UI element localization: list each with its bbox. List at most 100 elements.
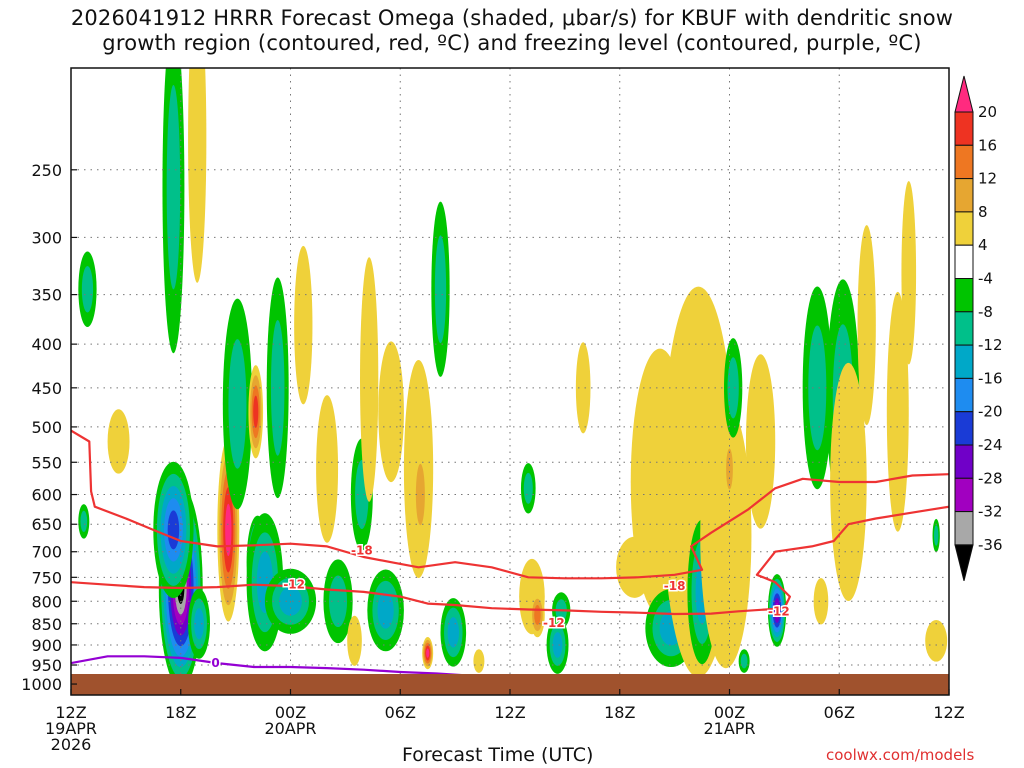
omega-cell	[925, 619, 948, 662]
y-tick-label: 950	[31, 656, 62, 675]
omega-level	[225, 503, 232, 557]
omega-level	[360, 257, 379, 502]
colorbar-segment	[954, 144, 974, 180]
omega-cell	[932, 518, 940, 553]
x-tick-label: 20APR	[264, 719, 316, 738]
contour-line	[71, 505, 949, 616]
x-tick-label: 19APR	[45, 719, 97, 738]
x-tick-label: 06Z	[385, 703, 416, 722]
omega-level	[575, 342, 591, 434]
omega-level	[700, 402, 752, 669]
omega-cell	[360, 257, 379, 502]
colorbar-label: -12	[978, 336, 1003, 354]
y-tick-label: 500	[31, 418, 62, 437]
y-tick-label: 350	[31, 286, 62, 305]
omega-level	[80, 510, 88, 533]
x-tick-label: 12Z	[933, 703, 964, 722]
y-tick-label: 700	[31, 543, 62, 562]
colorbar-segment	[954, 511, 974, 546]
omega-level	[107, 409, 130, 474]
y-tick-label: 800	[31, 592, 62, 611]
omega-level	[377, 592, 394, 629]
omega-cell	[473, 649, 485, 673]
omega-level	[378, 341, 404, 483]
omega-cell	[700, 402, 752, 669]
omega-level	[886, 291, 909, 532]
contour-layer: -12 -12 -12 -18 -18 0	[71, 429, 949, 683]
omega-cell	[266, 277, 289, 499]
omega-level	[745, 354, 776, 529]
omega-level	[294, 245, 313, 405]
credit-link[interactable]: coolwx.com/models	[826, 746, 975, 764]
colorbar-segment	[954, 244, 974, 279]
colorbar-segment	[954, 411, 974, 446]
colorbar-label: -36	[978, 536, 1003, 554]
omega-level	[447, 617, 459, 648]
contour-label: 0	[211, 656, 219, 670]
omega-level	[857, 225, 876, 426]
colorbar-label: 16	[978, 136, 997, 154]
omega-level	[228, 339, 247, 469]
omega-level	[167, 510, 180, 550]
contour-label: -12	[543, 616, 565, 630]
y-tick-label: 900	[31, 636, 62, 655]
omega-level	[933, 525, 939, 546]
colorbar-label: -28	[978, 469, 1003, 487]
omega-cell	[78, 251, 97, 328]
omega-cell	[378, 341, 404, 483]
omega-level	[81, 266, 94, 313]
contour-label: -18	[664, 579, 686, 593]
omega-cell	[188, 68, 207, 283]
omega-level	[552, 632, 563, 658]
colorbar-segment	[954, 477, 974, 513]
colorbar-label: 4	[978, 236, 988, 254]
colorbar-label: -24	[978, 436, 1003, 454]
omega-level	[925, 619, 948, 662]
omega-level	[740, 653, 748, 669]
contour-label: -12	[768, 604, 790, 618]
chart-title-line-2: growth region (contoured, red, ºC) and f…	[102, 31, 922, 55]
contour-label: -12	[283, 578, 305, 592]
colorbar-label: 12	[978, 170, 997, 188]
omega-cell	[248, 365, 264, 459]
omega-cell	[347, 615, 362, 666]
omega-cell	[520, 463, 536, 514]
colorbar: 20 16 12 8 4 -4 -8 -12 -16 -20 -24 -28 -32 -36	[954, 75, 1003, 582]
omega-cell	[431, 201, 450, 377]
colorbar-label: 8	[978, 203, 988, 221]
y-axis: 250 300 350 400 450 500 550 600 650 700 750 800 850 9…	[21, 161, 77, 694]
omega-cell	[188, 588, 211, 659]
omega-level	[316, 395, 339, 543]
omega-cell	[107, 409, 130, 474]
y-tick-label: 750	[31, 568, 62, 587]
x-tick-label: 00Z	[275, 703, 306, 722]
omega-level	[426, 648, 430, 658]
y-tick-label: 550	[31, 453, 62, 472]
y-tick-label: 450	[31, 379, 62, 398]
colorbar-segment	[954, 111, 974, 146]
omega-level	[901, 181, 917, 365]
colorbar-label: -20	[978, 403, 1003, 421]
colorbar-segment	[954, 278, 974, 313]
x-axis-title: Forecast Time (UTC)	[402, 744, 594, 766]
omega-level	[726, 448, 733, 490]
colorbar-segment	[954, 444, 974, 479]
omega-cell	[575, 342, 591, 434]
y-tick-label: 850	[31, 615, 62, 634]
omega-level	[415, 463, 425, 526]
x-tick-label: 12Z	[55, 703, 86, 722]
omega-cell	[78, 504, 90, 539]
colorbar-top-arrow	[954, 75, 974, 113]
y-tick-label: 300	[31, 228, 62, 247]
y-tick-label: 250	[31, 161, 62, 180]
omega-cell	[294, 245, 313, 405]
omega-cell	[857, 225, 876, 426]
x-tick-label: 00Z	[714, 703, 745, 722]
omega-cell	[530, 592, 545, 638]
omega-level	[808, 325, 827, 451]
omega-level	[253, 395, 259, 428]
omega-cell	[745, 354, 776, 529]
omega-level	[347, 615, 362, 666]
y-tick-label: 600	[31, 486, 62, 505]
